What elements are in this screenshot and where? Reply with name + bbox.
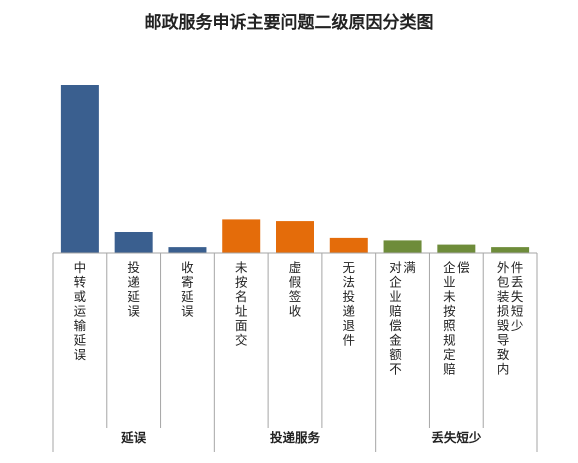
bar-7 xyxy=(437,244,476,253)
category-labels: 中转或运输延误 投递延误 收寄延误 未按名址面交 虚假签收 无法投递退件 对企业赔偿金额不满… xyxy=(74,260,524,377)
bar-8 xyxy=(491,247,530,253)
bars xyxy=(60,85,530,253)
category-label-4: 虚假签收 xyxy=(289,260,302,319)
group-label-2: 丢失短少 xyxy=(431,430,482,445)
category-label-5: 无法投递退件 xyxy=(343,260,356,348)
bar-2 xyxy=(168,247,207,253)
bar-1 xyxy=(114,232,153,253)
group-label-0: 延误 xyxy=(120,430,147,445)
bar-6 xyxy=(383,240,422,253)
category-label-8: 外包装损毁导致内件丢失短少 xyxy=(497,260,524,377)
category-label-6: 对企业赔偿金额不满 xyxy=(389,260,416,377)
category-label-2: 收寄延误 xyxy=(181,260,194,319)
bar-4 xyxy=(276,221,314,253)
group-label-1: 投递服务 xyxy=(270,430,321,445)
category-label-7: 企业未按照规定赔偿 xyxy=(443,260,470,377)
bar-0 xyxy=(60,85,99,253)
bar-5 xyxy=(329,237,368,253)
bar-3 xyxy=(222,219,261,253)
category-label-3: 未按名址面交 xyxy=(235,260,248,348)
group-labels: 延误 投递服务 丢失短少 xyxy=(120,430,482,445)
category-label-1: 投递延误 xyxy=(127,260,140,319)
category-dividers xyxy=(52,253,538,452)
chart-title: 邮政服务申诉主要问题二级原因分类图 xyxy=(145,12,434,33)
category-label-0: 中转或运输延误 xyxy=(74,260,87,362)
